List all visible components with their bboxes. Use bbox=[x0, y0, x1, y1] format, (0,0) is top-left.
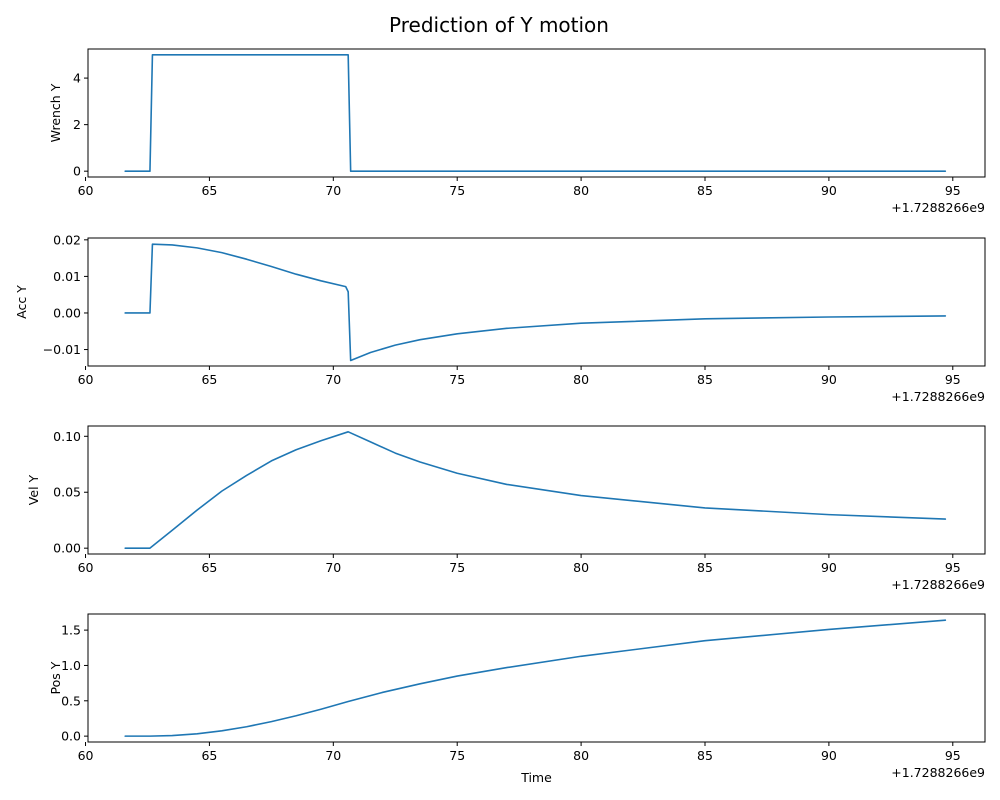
vel-xtick-label: 70 bbox=[325, 560, 341, 575]
acc-ylabel: Acc Y bbox=[14, 285, 29, 319]
wrench-axes-frame bbox=[87, 48, 986, 178]
vel-ytick-label: 0.05 bbox=[53, 485, 81, 500]
acc-xtick-label: 65 bbox=[201, 372, 217, 387]
wrench-xtick-label: 85 bbox=[697, 183, 713, 198]
acc-subplot: 60 65 70 75 80 85 90 95 −0.01 0.00 0.01 0.02 +1.7288… bbox=[14, 232, 986, 404]
vel-ylabel: Vel Y bbox=[26, 474, 41, 505]
wrench-ytick-label: 4 bbox=[73, 71, 81, 86]
vel-series-line bbox=[124, 431, 947, 549]
wrench-ytick-label: 0 bbox=[73, 164, 81, 179]
acc-x-offset-label: +1.7288266e9 bbox=[891, 389, 985, 404]
wrench-subplot: 60 65 70 75 80 85 90 95 0 2 4 +1.7288266e9 Wrench Y bbox=[48, 48, 986, 215]
vel-ytick-label: 0.10 bbox=[53, 429, 81, 444]
wrench-xtick-label: 80 bbox=[573, 183, 589, 198]
vel-xtick-label: 75 bbox=[449, 560, 465, 575]
vel-xtick-label: 90 bbox=[821, 560, 837, 575]
wrench-ylabel: Wrench Y bbox=[48, 83, 63, 142]
wrench-x-offset-label: +1.7288266e9 bbox=[891, 200, 985, 215]
vel-xtick-label: 85 bbox=[697, 560, 713, 575]
pos-ytick-label: 0.5 bbox=[61, 693, 81, 708]
pos-xtick-label: 85 bbox=[697, 748, 713, 763]
acc-series-line bbox=[124, 243, 947, 362]
pos-xtick-label: 90 bbox=[821, 748, 837, 763]
pos-xtick-label: 95 bbox=[945, 748, 961, 763]
pos-xtick-label: 75 bbox=[449, 748, 465, 763]
pos-x-offset-label: +1.7288266e9 bbox=[891, 765, 985, 780]
pos-ytick-label: 1.5 bbox=[61, 623, 81, 638]
pos-axes-frame bbox=[87, 613, 986, 743]
acc-ytick-label: 0.00 bbox=[53, 305, 81, 320]
acc-xtick-label: 95 bbox=[945, 372, 961, 387]
acc-ytick-label: −0.01 bbox=[43, 342, 81, 357]
acc-xtick-label: 90 bbox=[821, 372, 837, 387]
acc-ytick-label: 0.01 bbox=[53, 269, 81, 284]
wrench-ytick-label: 2 bbox=[73, 117, 81, 132]
wrench-xtick-label: 75 bbox=[449, 183, 465, 198]
pos-xlabel: Time bbox=[520, 770, 552, 785]
wrench-xtick-label: 95 bbox=[945, 183, 961, 198]
vel-ytick-label: 0.00 bbox=[53, 541, 81, 556]
wrench-series-line bbox=[124, 54, 947, 172]
wrench-xtick-label: 60 bbox=[78, 183, 94, 198]
pos-ylabel: Pos Y bbox=[48, 661, 63, 694]
pos-ytick-label: 1.0 bbox=[61, 658, 81, 673]
acc-xtick-label: 80 bbox=[573, 372, 589, 387]
acc-xtick-label: 60 bbox=[78, 372, 94, 387]
vel-xtick-label: 65 bbox=[201, 560, 217, 575]
pos-xtick-label: 60 bbox=[78, 748, 94, 763]
pos-xtick-label: 65 bbox=[201, 748, 217, 763]
vel-xtick-label: 60 bbox=[78, 560, 94, 575]
figure-title: Prediction of Y motion bbox=[389, 13, 609, 37]
acc-xtick-label: 70 bbox=[325, 372, 341, 387]
pos-xtick-label: 80 bbox=[573, 748, 589, 763]
vel-axes-frame bbox=[87, 425, 986, 555]
pos-ytick-label: 0.0 bbox=[61, 729, 81, 744]
wrench-xtick-label: 90 bbox=[821, 183, 837, 198]
pos-subplot: 60 65 70 75 80 85 90 95 0.0 0.5 1.0 1.5 +1.7288266e9… bbox=[48, 613, 986, 785]
pos-xtick-label: 70 bbox=[325, 748, 341, 763]
wrench-xtick-label: 70 bbox=[325, 183, 341, 198]
pos-series-line bbox=[124, 619, 947, 737]
vel-x-offset-label: +1.7288266e9 bbox=[891, 577, 985, 592]
acc-xtick-label: 85 bbox=[697, 372, 713, 387]
vel-subplot: 60 65 70 75 80 85 90 95 0.00 0.05 0.10 +1.7288266e9… bbox=[26, 425, 986, 592]
acc-xtick-label: 75 bbox=[449, 372, 465, 387]
vel-xtick-label: 80 bbox=[573, 560, 589, 575]
vel-xtick-label: 95 bbox=[945, 560, 961, 575]
wrench-xtick-label: 65 bbox=[201, 183, 217, 198]
acc-ytick-label: 0.02 bbox=[53, 232, 81, 247]
acc-axes-frame bbox=[87, 237, 986, 367]
